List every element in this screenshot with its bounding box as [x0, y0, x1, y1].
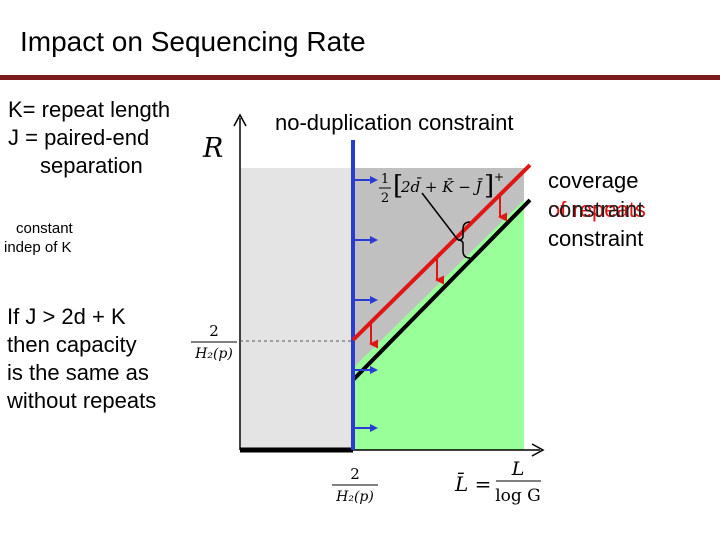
constraint-label: constraint	[548, 226, 644, 251]
x-tick-denominator: H₂(p)	[335, 489, 374, 505]
x-axis-lhs: L̄ =	[454, 471, 491, 496]
capacity-line	[351, 198, 532, 382]
formula-superscript: +	[494, 170, 504, 184]
y-axis-label: R	[202, 133, 223, 164]
formula-fraction-numerator: 1	[381, 172, 389, 187]
statement-line-1: If J > 2d + K	[7, 304, 126, 329]
y-tick-numerator: 2	[209, 322, 219, 340]
overlapping-label: of repeats constraint	[548, 195, 718, 224]
definition-k: K= repeat length	[8, 97, 171, 122]
coverage-constraint-line	[351, 163, 532, 342]
formula-open-bracket: [	[393, 171, 403, 201]
y-axis-arrow	[233, 113, 247, 127]
formula-body: 2d̄ + K̄ − J̄	[400, 178, 483, 196]
page-title: Impact on Sequencing Rate	[20, 26, 366, 57]
x-axis-denominator: log G	[495, 486, 541, 506]
formula-fraction-denominator: 2	[381, 191, 389, 206]
note-indep: indep of K	[4, 239, 72, 256]
constraint-overlay-label: constraint	[548, 197, 644, 222]
no-duplication-label: no-duplication constraint	[275, 110, 514, 135]
statement-line-3: is the same as	[7, 360, 149, 385]
formula-close-bracket: ]	[484, 171, 494, 201]
x-axis-numerator: L	[511, 458, 525, 480]
note-constant: constant	[16, 220, 73, 237]
x-tick-numerator: 2	[350, 465, 360, 483]
y-tick-denominator: H₂(p)	[194, 346, 233, 362]
gap-pointer	[421, 192, 459, 241]
title-rule	[0, 75, 720, 80]
coverage-label: coverage	[548, 168, 639, 193]
statement-line-4: without repeats	[7, 388, 157, 413]
x-axis-arrow	[531, 443, 545, 457]
statement-line-2: then capacity	[7, 332, 137, 357]
of-repeats-label: of repeats	[548, 197, 646, 222]
green-region	[353, 200, 524, 450]
definition-separation: separation	[40, 153, 143, 178]
definition-j: J = paired-end	[8, 125, 150, 150]
